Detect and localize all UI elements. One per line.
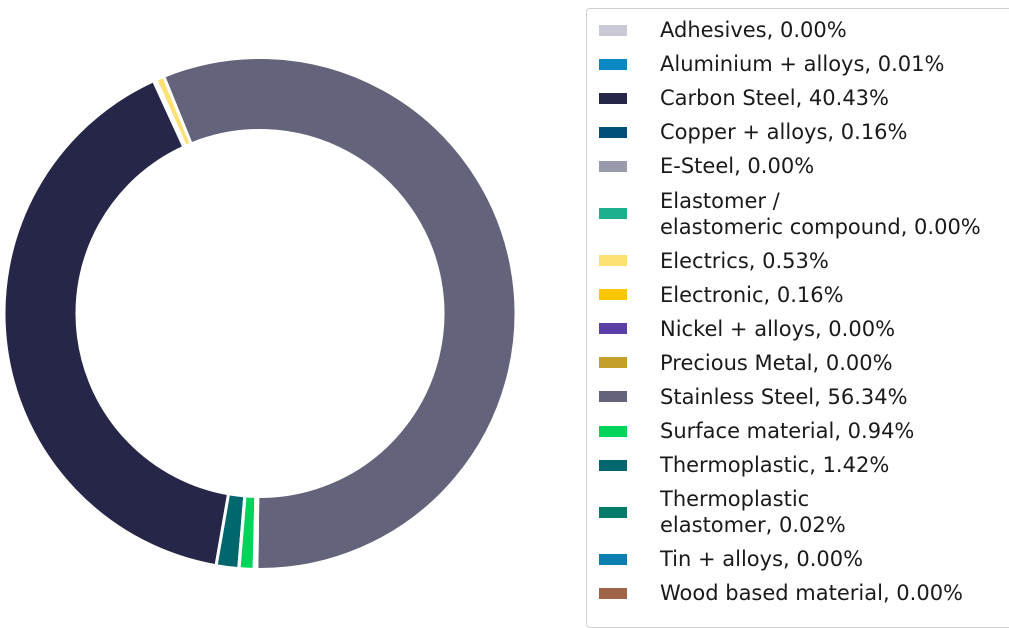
legend-item: Tin + alloys, 0.00%	[599, 546, 1009, 572]
legend-label: Adhesives, 0.00%	[660, 18, 847, 42]
legend: Adhesives, 0.00% Aluminium + alloys, 0.01…	[586, 8, 1009, 628]
legend-item: E-Steel, 0.00%	[599, 153, 1009, 179]
legend-item: Precious Metal, 0.00%	[599, 350, 1009, 376]
legend-label: Precious Metal, 0.00%	[660, 350, 893, 375]
legend-label: E-Steel, 0.00%	[660, 154, 815, 179]
legend-swatch	[599, 459, 627, 471]
legend-item: Adhesives, 0.00%	[599, 17, 1009, 43]
legend-swatch	[599, 323, 627, 335]
legend-item: Elastomer / elastomeric compound, 0.00%	[599, 188, 1009, 240]
legend-label: Carbon Steel, 40.43%	[660, 86, 889, 111]
legend-label: Elastomer / elastomeric compound, 0.00%	[660, 188, 981, 239]
legend-item: Carbon Steel, 40.43%	[599, 85, 1009, 111]
legend-label: Stainless Steel, 56.34%	[660, 384, 908, 409]
legend-swatch	[599, 208, 627, 219]
legend-swatch	[599, 289, 627, 301]
legend-label: Surface material, 0.94%	[660, 419, 915, 443]
legend-label: Thermoplastic, 1.42%	[660, 453, 890, 478]
pie-slice	[255, 494, 260, 571]
legend-item: Thermoplastic elastomer, 0.02%	[599, 486, 1009, 538]
legend-swatch	[599, 391, 627, 403]
legend-item: Stainless Steel, 56.34%	[599, 384, 1009, 410]
legend-swatch	[599, 58, 627, 70]
legend-label: Thermoplastic elastomer, 0.02%	[660, 487, 846, 538]
legend-item: Aluminium + alloys, 0.01%	[599, 51, 1009, 77]
donut-chart	[2, 56, 518, 571]
legend-swatch	[599, 587, 627, 599]
legend-item: Thermoplastic, 1.42%	[599, 452, 1009, 478]
legend-swatch	[599, 160, 627, 172]
legend-swatch	[599, 357, 627, 369]
legend-item: Wood based material, 0.00%	[599, 580, 1009, 606]
legend-item: Electrics, 0.53%	[599, 248, 1009, 274]
legend-item: Copper + alloys, 0.16%	[599, 119, 1009, 145]
legend-item: Nickel + alloys, 0.00%	[599, 316, 1009, 342]
legend-swatch	[599, 24, 627, 36]
legend-swatch	[599, 425, 627, 437]
legend-label: Electrics, 0.53%	[660, 248, 829, 273]
legend-label: Aluminium + alloys, 0.01%	[660, 52, 945, 77]
pie-slice	[162, 56, 518, 571]
legend-label: Nickel + alloys, 0.00%	[660, 316, 896, 341]
legend-item: Electronic, 0.16%	[599, 282, 1009, 308]
legend-label: Copper + alloys, 0.16%	[660, 120, 908, 145]
legend-label: Wood based material, 0.00%	[660, 581, 964, 606]
legend-swatch	[599, 553, 627, 565]
legend-swatch	[599, 506, 627, 518]
legend-label: Electronic, 0.16%	[660, 282, 844, 307]
pie-slice	[2, 79, 231, 568]
legend-item: Surface material, 0.94%	[599, 418, 1009, 444]
legend-label: Tin + alloys, 0.00%	[660, 547, 864, 572]
legend-swatch	[599, 92, 627, 104]
legend-swatch	[599, 255, 627, 266]
legend-swatch	[599, 126, 627, 138]
